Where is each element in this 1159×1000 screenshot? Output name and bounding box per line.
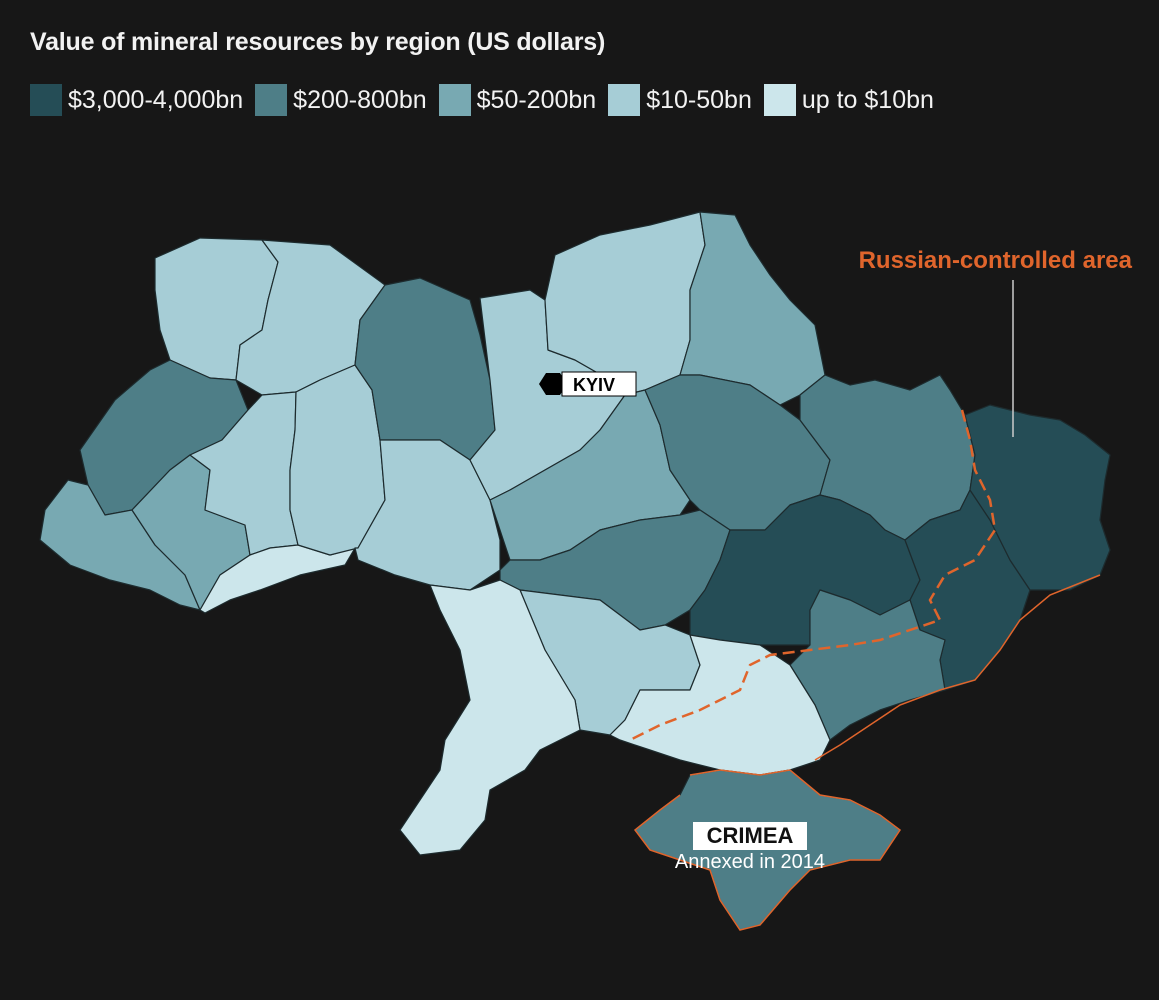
- region-sumy[interactable]: [679, 211, 826, 406]
- legend-label: $10-50bn: [646, 85, 752, 114]
- russian-area-label: Russian-controlled area: [859, 247, 1133, 274]
- legend-label: $50-200bn: [476, 85, 597, 114]
- crimea-label: CRIMEA: [707, 823, 794, 848]
- region-luhansk[interactable]: [964, 404, 1111, 591]
- russian-controlled-border: [629, 409, 997, 742]
- legend-item-50-200: $50-200bn: [438, 84, 597, 116]
- legend-label: $3,000-4,000bn: [68, 85, 244, 114]
- legend-swatch: [30, 84, 62, 116]
- legend-item-3000-4000: $3,000-4,000bn: [30, 84, 243, 116]
- legend-swatch: [608, 84, 641, 116]
- kyiv-label-box: [561, 371, 637, 397]
- crimea-coast-border: [633, 769, 902, 931]
- legend-item-200-800: $200-800bn: [255, 84, 427, 116]
- crimea-label-box: [693, 822, 807, 850]
- legend-item-up-to-10: up to $10bn: [763, 84, 934, 116]
- region-chernivtsi[interactable]: [199, 544, 356, 614]
- legend-swatch: [763, 84, 796, 116]
- crimea-note: Annexed in 2014: [675, 851, 825, 873]
- legend: $3,000-4,000bn $200-800bn $50-200bn $10-…: [30, 84, 946, 116]
- azov-coast-border: [814, 574, 1101, 761]
- kyiv-label: KYIV: [573, 375, 615, 395]
- region-zakarpattia[interactable]: [39, 479, 201, 611]
- kyiv-marker-icon: [539, 373, 567, 395]
- region-odesa[interactable]: [399, 579, 581, 856]
- legend-item-10-50: $10-50bn: [608, 84, 752, 116]
- map-title: Value of mineral resources by region (US…: [30, 28, 606, 56]
- legend-label: $200-800bn: [293, 85, 427, 114]
- legend-swatch: [255, 84, 288, 116]
- legend-swatch: [438, 84, 471, 116]
- legend-label: up to $10bn: [801, 85, 934, 114]
